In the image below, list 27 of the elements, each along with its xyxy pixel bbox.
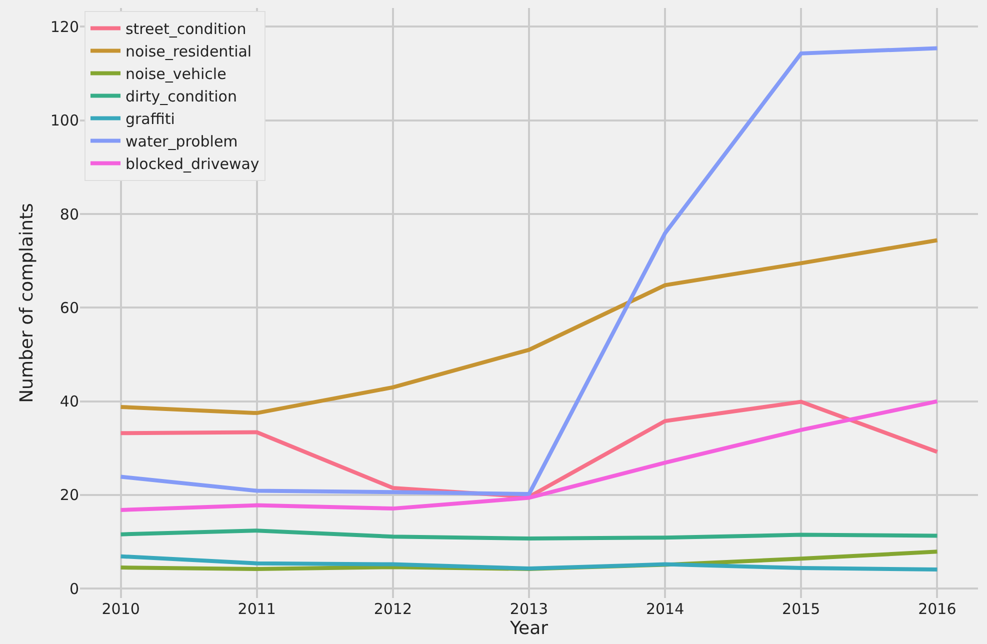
x-tick-label: 2010 bbox=[102, 600, 140, 618]
legend-label: blocked_driveway bbox=[125, 155, 260, 174]
line-series bbox=[118, 238, 940, 416]
line-series bbox=[118, 46, 940, 496]
legend-label: street_condition bbox=[125, 20, 246, 38]
legend-label: graffiti bbox=[125, 110, 175, 128]
x-axis-title: Year bbox=[508, 618, 549, 640]
y-tick-label: 80 bbox=[60, 205, 79, 224]
y-tick-label: 40 bbox=[60, 392, 79, 411]
line-series bbox=[118, 528, 940, 541]
x-tick-label: 2015 bbox=[782, 600, 820, 618]
x-tick-label: 2011 bbox=[238, 600, 276, 618]
legend-label: noise_residential bbox=[125, 42, 252, 61]
legend-label: dirty_condition bbox=[125, 88, 237, 106]
y-tick-label: 100 bbox=[50, 112, 79, 130]
y-axis-title: Number of complaints bbox=[16, 203, 38, 403]
y-tick-label: 20 bbox=[60, 486, 79, 504]
x-tick-label: 2014 bbox=[646, 600, 684, 618]
x-tick-label: 2012 bbox=[374, 600, 412, 618]
y-tick-label: 120 bbox=[50, 18, 79, 36]
y-tick-label: 0 bbox=[69, 580, 79, 598]
x-tick-label: 2016 bbox=[918, 600, 956, 618]
x-tick-label: 2013 bbox=[510, 600, 548, 618]
y-tick-label: 60 bbox=[60, 298, 79, 317]
legend-label: water_problem bbox=[125, 132, 238, 151]
legend-label: noise_vehicle bbox=[125, 65, 226, 84]
line-series bbox=[118, 554, 940, 572]
